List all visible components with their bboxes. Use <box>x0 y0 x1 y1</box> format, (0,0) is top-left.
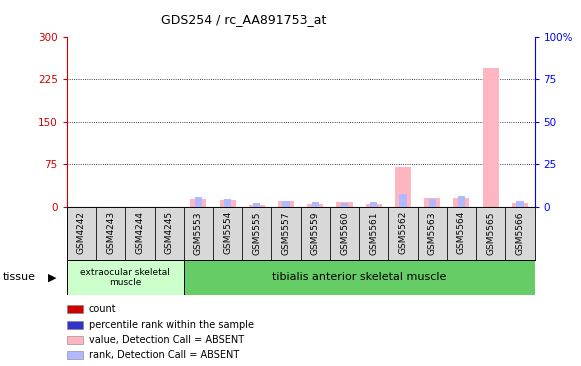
Bar <box>453 198 469 207</box>
Bar <box>336 202 353 207</box>
Bar <box>184 260 535 295</box>
Bar <box>395 167 411 207</box>
Text: value, Detection Call = ABSENT: value, Detection Call = ABSENT <box>89 335 244 345</box>
Bar <box>458 196 465 207</box>
Text: tibialis anterior skeletal muscle: tibialis anterior skeletal muscle <box>272 272 446 282</box>
Bar <box>301 207 330 260</box>
Bar <box>220 200 236 207</box>
Text: GSM5557: GSM5557 <box>282 211 290 254</box>
Bar <box>242 207 271 260</box>
Bar <box>125 207 155 260</box>
Text: GSM5559: GSM5559 <box>311 211 320 254</box>
Bar <box>67 260 184 295</box>
Bar <box>249 205 265 207</box>
Bar <box>67 207 96 260</box>
Text: GSM5554: GSM5554 <box>223 211 232 254</box>
Bar <box>483 68 498 207</box>
Bar <box>365 204 382 207</box>
Text: tissue: tissue <box>3 272 36 283</box>
Bar <box>341 203 348 207</box>
Text: count: count <box>89 304 117 314</box>
Bar <box>195 197 202 207</box>
Bar <box>155 207 184 260</box>
Text: GSM5560: GSM5560 <box>340 211 349 254</box>
Text: GSM5553: GSM5553 <box>194 211 203 254</box>
Bar <box>184 207 213 260</box>
Text: GSM5563: GSM5563 <box>428 211 437 254</box>
Text: GSM5566: GSM5566 <box>515 211 525 254</box>
Bar <box>388 207 418 260</box>
Bar <box>359 207 388 260</box>
Bar <box>213 207 242 260</box>
Bar <box>476 207 505 260</box>
Bar <box>271 207 301 260</box>
Bar <box>330 207 359 260</box>
Bar <box>505 207 535 260</box>
Bar <box>399 194 407 207</box>
Bar <box>282 201 290 207</box>
Bar <box>311 202 319 207</box>
Text: GSM4245: GSM4245 <box>164 211 174 254</box>
Bar <box>370 202 378 207</box>
Bar <box>512 203 528 207</box>
Bar <box>447 207 476 260</box>
Text: rank, Detection Call = ABSENT: rank, Detection Call = ABSENT <box>89 350 239 361</box>
Text: GSM4244: GSM4244 <box>135 211 145 254</box>
Bar <box>278 201 294 207</box>
Text: GSM5561: GSM5561 <box>370 211 378 254</box>
Text: GDS254 / rc_AA891753_at: GDS254 / rc_AA891753_at <box>162 13 327 26</box>
Text: GSM5564: GSM5564 <box>457 211 466 254</box>
Bar <box>96 207 125 260</box>
Bar <box>429 199 436 207</box>
Text: GSM4242: GSM4242 <box>77 211 86 254</box>
Text: GSM5562: GSM5562 <box>399 211 407 254</box>
Bar <box>191 199 206 207</box>
Bar <box>253 203 260 207</box>
Bar <box>307 204 323 207</box>
Text: GSM5555: GSM5555 <box>252 211 261 254</box>
Text: ▶: ▶ <box>48 272 56 283</box>
Bar <box>424 198 440 207</box>
Bar <box>224 199 231 207</box>
Bar <box>418 207 447 260</box>
Text: percentile rank within the sample: percentile rank within the sample <box>89 320 254 330</box>
Bar <box>517 201 523 207</box>
Text: GSM5565: GSM5565 <box>486 211 495 254</box>
Text: GSM4243: GSM4243 <box>106 211 115 254</box>
Text: extraocular skeletal
muscle: extraocular skeletal muscle <box>80 268 170 287</box>
